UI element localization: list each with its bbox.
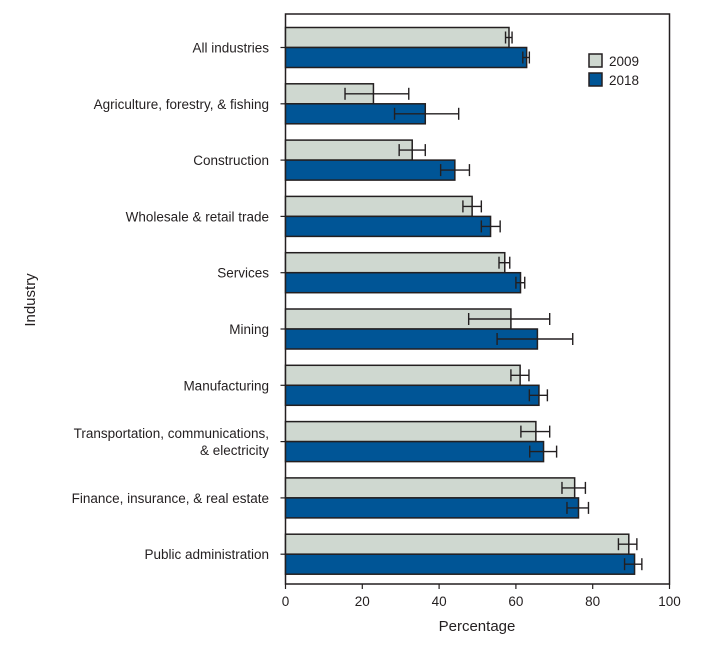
bar-2009: [284, 364, 521, 387]
legend-swatch-2018: [588, 72, 603, 87]
x-tick-label: 0: [282, 594, 290, 609]
category-label: Agriculture, forestry, & fishing: [94, 97, 269, 112]
legend-label: 2018: [609, 73, 639, 88]
plot-frame: [284, 13, 671, 585]
bar-2018: [284, 46, 528, 69]
bar-2018: [284, 440, 545, 463]
x-tick-label: 80: [585, 594, 600, 609]
y-axis-label: Industry: [22, 273, 39, 327]
x-tick-label: 60: [508, 594, 523, 609]
category-label: Mining: [229, 322, 269, 337]
bar-2009: [284, 26, 510, 49]
category-label: Services: [217, 266, 269, 281]
bar-2009: [284, 251, 506, 274]
x-tick-label: 100: [658, 594, 681, 609]
bar-2018: [284, 271, 522, 294]
legend-label: 2009: [609, 54, 639, 69]
bar-2009: [284, 420, 537, 443]
category-label: All industries: [192, 41, 269, 56]
legend-swatch-2009: [588, 53, 603, 68]
x-axis-label: Percentage: [439, 618, 516, 635]
bar-2018: [284, 553, 636, 575]
bar-2018: [284, 159, 456, 181]
bar-2009: [284, 477, 576, 499]
category-label: Manufacturing: [183, 378, 269, 393]
bar-2018: [284, 215, 492, 238]
bar-2009: [284, 139, 413, 161]
category-label: & electricity: [200, 443, 269, 458]
category-label: Finance, insurance, & real estate: [72, 491, 269, 506]
category-label: Public administration: [144, 547, 269, 562]
category-label: Wholesale & retail trade: [126, 209, 269, 224]
x-tick-label: 20: [355, 594, 370, 609]
bar-2009: [284, 195, 473, 218]
bar-2018: [284, 384, 540, 407]
category-label: Transportation, communications,: [74, 426, 269, 441]
category-label: Construction: [193, 153, 269, 168]
bar-2018: [284, 497, 580, 519]
bar-2009: [284, 533, 630, 555]
x-tick-label: 40: [432, 594, 447, 609]
